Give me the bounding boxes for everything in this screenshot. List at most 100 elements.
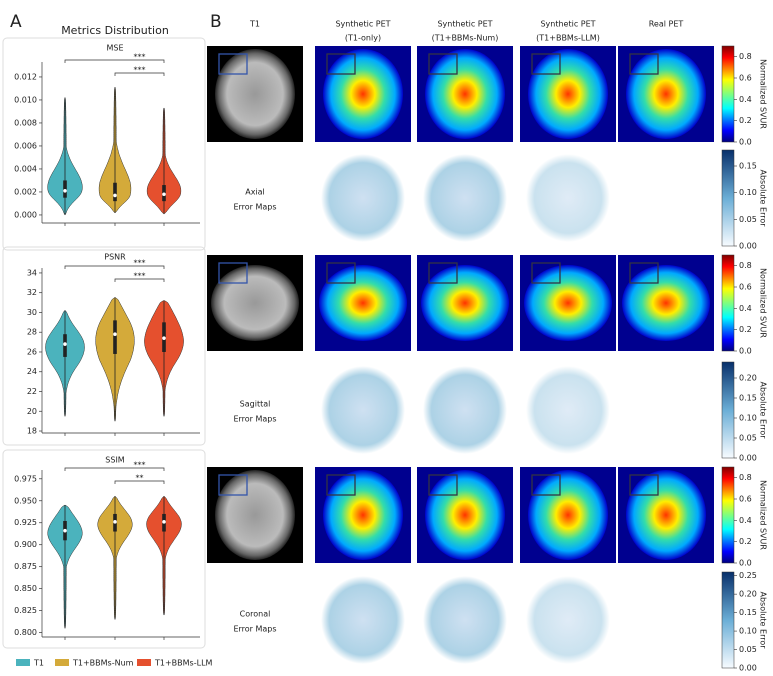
row-label: Error Maps [233, 625, 276, 634]
y-tick-label: 24 [27, 367, 37, 376]
colorbar-tick-label: 0.4 [739, 95, 752, 104]
column-header: T1 [249, 20, 260, 29]
highlight-box [428, 474, 458, 496]
colorbar-tick-label: 0.05 [739, 215, 757, 224]
y-tick-label: 0.002 [14, 187, 37, 196]
colorbar-tick-label: 0.15 [739, 394, 757, 403]
colorbar-tick-label: 0.8 [739, 261, 752, 270]
highlight-box [629, 53, 659, 75]
colorbar-tick-label: 0.05 [739, 434, 757, 443]
colorbar-tick-label: 0.4 [739, 304, 752, 313]
colorbar-label: Normalized SVUR [759, 59, 768, 129]
y-tick-label: 22 [27, 387, 37, 396]
brain [421, 265, 509, 341]
colorbar [721, 466, 735, 564]
significance-bracket [64, 59, 165, 63]
significance-bracket [64, 265, 165, 269]
brain [524, 265, 612, 341]
chart-title: SSIM [105, 456, 125, 465]
y-tick-label: 0.010 [14, 95, 37, 104]
error-map [321, 366, 405, 454]
median [63, 342, 67, 346]
colorbar-tick-label: 0.6 [739, 74, 752, 83]
column-header: (T1+BBMs-Num) [432, 34, 499, 43]
colorbar-tick-label: 0.00 [739, 242, 757, 251]
y-tick-label: 0.000 [14, 210, 37, 219]
highlight-box [531, 53, 561, 75]
error-map [423, 576, 507, 664]
colorbar-tick-label: 0.2 [739, 325, 752, 334]
significance-label: *** [134, 53, 146, 62]
highlight-box [218, 262, 248, 284]
legend-label: T1 [33, 659, 44, 668]
error-map [423, 154, 507, 242]
colorbar-label: Absolute Error [759, 169, 768, 227]
row-label: Error Maps [233, 203, 276, 212]
brain [323, 49, 403, 139]
y-tick-label: 0.825 [14, 606, 37, 615]
colorbar-tick-label: 0.2 [739, 537, 752, 546]
y-tick-label: 30 [27, 308, 37, 317]
column-header: (T1+BBMs-LLM) [536, 34, 600, 43]
highlight-box [326, 53, 356, 75]
highlight-box [326, 262, 356, 284]
brain [528, 49, 608, 139]
colorbar-tick-label: 0.00 [739, 664, 757, 673]
significance-bracket [114, 278, 165, 282]
y-tick-label: 0.004 [14, 164, 37, 173]
colorbar-tick-label: 0.00 [739, 454, 757, 463]
significance-label: ** [136, 474, 144, 483]
brain [425, 470, 505, 560]
error-map [321, 154, 405, 242]
highlight-box [428, 53, 458, 75]
brain [425, 49, 505, 139]
legend-label: T1+BBMs-LLM [154, 659, 213, 668]
y-tick-label: 0.925 [14, 518, 37, 527]
row-label: Error Maps [233, 415, 276, 424]
colorbar-tick-label: 0.0 [739, 138, 752, 147]
chart-title: PSNR [104, 253, 126, 262]
chart-frame [2, 246, 206, 446]
row-label: Coronal [240, 610, 271, 619]
column-header: Real PET [649, 20, 684, 29]
median [162, 192, 166, 197]
colorbar-tick-label: 0.2 [739, 116, 752, 125]
colorbar [721, 45, 735, 143]
colorbar-tick-label: 0.0 [739, 347, 752, 356]
y-tick-label: 0.975 [14, 474, 37, 483]
y-tick-label: 0.850 [14, 584, 37, 593]
highlight-box [218, 53, 248, 75]
y-tick-label: 34 [27, 268, 37, 277]
y-tick-label: 0.800 [14, 628, 37, 637]
colorbar-label: Absolute Error [759, 381, 768, 439]
chart-title: MSE [106, 44, 123, 53]
y-tick-label: 32 [27, 288, 37, 297]
colorbar-tick-label: 0.05 [739, 645, 757, 654]
colorbar-tick-label: 0.6 [739, 283, 752, 292]
error-map [321, 576, 405, 664]
brain [215, 470, 295, 560]
median [113, 193, 117, 198]
median [162, 520, 166, 524]
median [63, 528, 67, 533]
panel-label: B [210, 12, 222, 32]
error-map [423, 366, 507, 454]
median [113, 520, 117, 524]
y-tick-label: 20 [27, 407, 37, 416]
legend-swatch [55, 659, 69, 666]
row-label: Axial [245, 188, 265, 197]
legend-swatch [137, 659, 151, 666]
y-tick-label: 26 [27, 347, 37, 356]
colorbar-label: Normalized SVUR [759, 480, 768, 550]
colorbar [721, 571, 735, 669]
colorbar-tick-label: 0.6 [739, 495, 752, 504]
y-tick-label: 0.950 [14, 496, 37, 505]
error-map [526, 366, 610, 454]
brain [215, 49, 295, 139]
image-grid [207, 46, 714, 664]
colorbar [721, 254, 735, 352]
y-tick-label: 0.012 [14, 72, 37, 81]
brain [323, 470, 403, 560]
brain [319, 265, 407, 341]
